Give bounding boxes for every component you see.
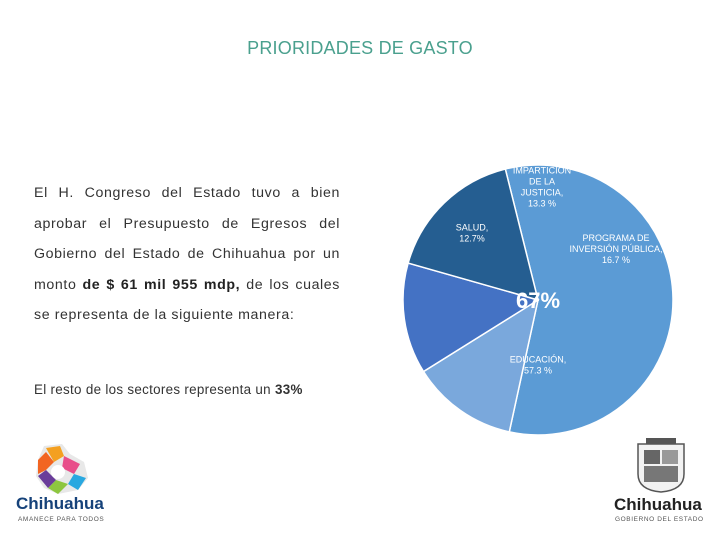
intro-paragraph: El H. Congreso del Estado tuvo a bien ap… [34,178,340,331]
pie-slice-1 [422,298,540,433]
state-map-icon [36,444,88,494]
state-seal-icon [637,438,685,493]
slice-label-3: PROGRAMA DE INVERSIÓN PÚBLICA, 16.7 % [569,233,662,265]
rest-text: El resto de los sectores representa un [34,382,275,397]
intro-text-after: de los cuales se representa de la siguie… [34,276,340,324]
pie-slice-3 [407,168,540,302]
rest-value: 33% [274,382,303,397]
pie-slice-2 [402,262,540,373]
rest-of-sectors-text: El resto de los sectores representa un 3… [34,382,354,397]
slice-label-2: IMPARTICIÓN DE LA JUSTICIA, 13.3 % [513,166,571,209]
slice-label-0: EDUCACIÓN, 57.3 % [510,355,567,376]
pie-slice-0 [504,164,674,436]
logo-right-name: Chihuahua [614,495,702,514]
logo-left-name: Chihuahua [16,494,104,513]
logo-left-tagline: AMANECE PARA TODOS [18,516,105,523]
intro-text-before: El H. Congreso del Estado tuvo a bien ap… [34,185,340,293]
chihuahua-state-logo: Chihuahua AMANECE PARA TODOS [14,440,124,530]
budget-amount: de $ 61 mil 955 mdp, [82,276,241,293]
slice-label-1: SALUD, 12.7% [456,223,489,244]
government-seal-logo: Chihuahua GOBIERNO DEL ESTADO [606,436,716,531]
logo-right-tagline: GOBIERNO DEL ESTADO [615,516,704,523]
page-title: PRIORIDADES DE GASTO [247,38,473,58]
center-percentage-label: 67% [516,288,560,313]
